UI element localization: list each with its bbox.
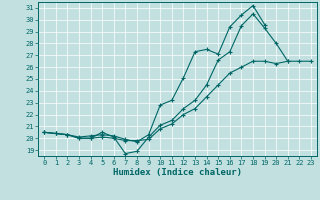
X-axis label: Humidex (Indice chaleur): Humidex (Indice chaleur): [113, 168, 242, 177]
